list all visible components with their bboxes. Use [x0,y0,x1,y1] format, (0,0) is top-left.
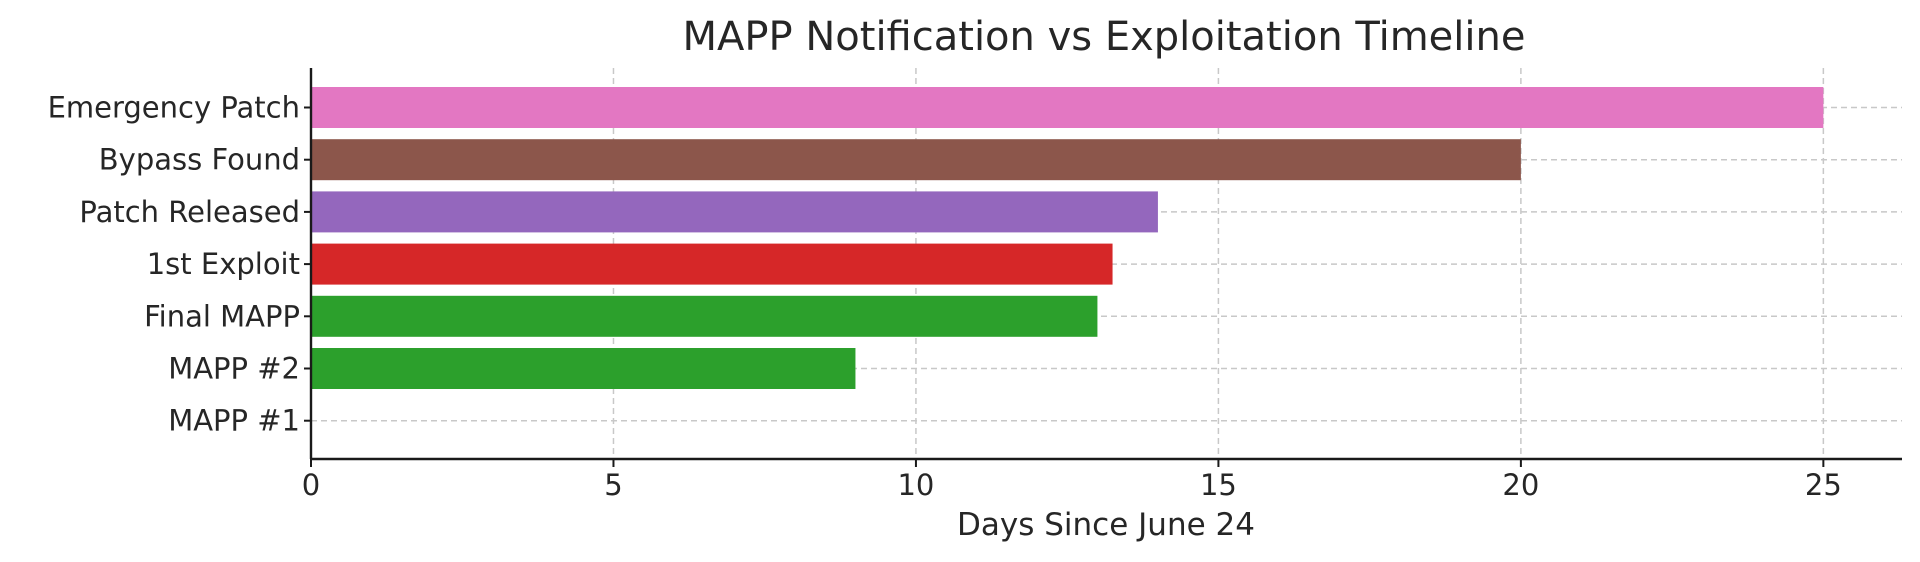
x-tick-label: 25 [1805,468,1842,502]
x-tick-label: 20 [1502,468,1539,502]
bar [311,295,1098,337]
category-labels: MAPP #1 MAPP #2 Final MAPP 1st Exploit Patch… [48,91,311,438]
bars [311,87,1824,389]
bar [311,139,1521,181]
x-tick-label: 5 [604,468,622,502]
category-label: MAPP #1 [168,404,300,438]
bar [311,348,856,389]
category-label: Emergency Patch [48,91,300,125]
x-tick-label: 10 [897,468,934,502]
category-label: 1st Exploit [147,247,300,281]
x-tick-label: 0 [302,468,320,502]
x-tick-label: 15 [1200,468,1237,502]
category-label: Bypass Found [99,143,300,177]
bar [311,191,1158,233]
category-label: Final MAPP [144,299,300,333]
x-axis-label: Days Since June 24 [957,507,1255,543]
chart-title: MAPP Notification vs Exploitation Timeli… [683,14,1526,60]
bar [311,87,1824,128]
x-axis-ticks: 0 5 10 15 20 25 [302,459,1842,502]
category-label: Patch Released [79,195,300,229]
category-label: MAPP #2 [168,352,300,386]
bar [311,243,1113,285]
